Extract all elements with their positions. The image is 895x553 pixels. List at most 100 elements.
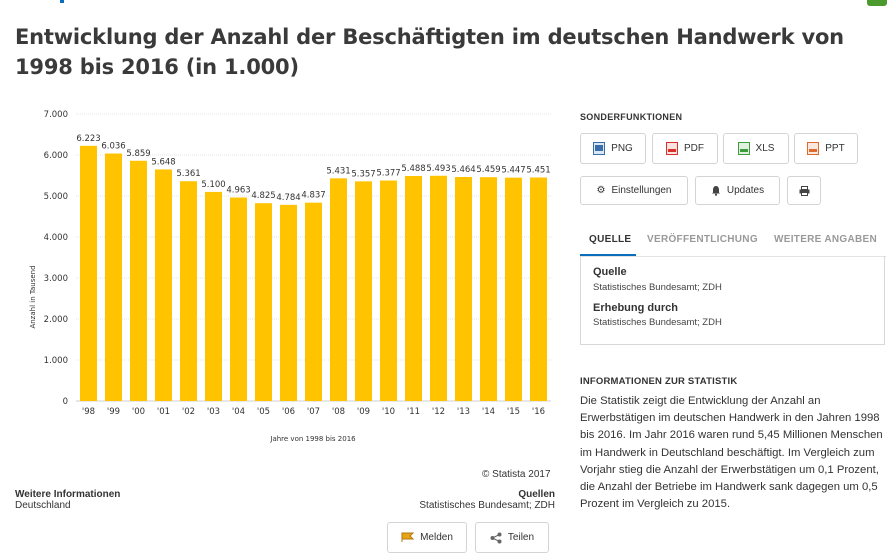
tab-more-details[interactable]: WEITERE ANGABEN bbox=[774, 234, 878, 245]
x-axis-ticks: '98 '99 '00 '01 '02 '03 '04 '05 '06 '07 '08 '09 '10 '… bbox=[82, 407, 545, 417]
x-tick-label: '98 bbox=[82, 407, 95, 417]
x-tick-label: '05 bbox=[257, 407, 270, 417]
y-tick-label: 5.000 bbox=[44, 192, 68, 202]
value-labels: 6.2236.0365.8595.6485.3615.1004.9634.825… bbox=[76, 134, 550, 203]
y-axis-label: Anzahl in Tausend bbox=[29, 265, 37, 328]
value-label: 5.377 bbox=[376, 169, 400, 179]
export-xls-label: XLS bbox=[755, 143, 775, 154]
x-tick-label: '10 bbox=[382, 407, 395, 417]
share-button[interactable]: Teilen bbox=[475, 522, 549, 553]
x-tick-label: '99 bbox=[107, 407, 120, 417]
y-tick-label: 4.000 bbox=[44, 233, 68, 243]
sources-value: Statistisches Bundesamt; ZDH bbox=[419, 500, 555, 511]
value-label: 4.963 bbox=[226, 186, 250, 196]
updates-button[interactable]: Updates bbox=[695, 176, 780, 205]
x-tick-label: '01 bbox=[157, 407, 170, 417]
x-tick-label: '00 bbox=[132, 407, 145, 417]
source-value: Statistisches Bundesamt; ZDH bbox=[593, 282, 722, 293]
more-info: Weitere Informationen Deutschland bbox=[15, 489, 120, 511]
x-tick-label: '04 bbox=[232, 407, 245, 417]
x-tick-label: '06 bbox=[282, 407, 295, 417]
pdf-file-icon bbox=[666, 142, 678, 155]
value-label: 5.459 bbox=[476, 165, 500, 175]
x-tick-label: '11 bbox=[407, 407, 420, 417]
tab-divider bbox=[580, 256, 886, 257]
settings-label: Einstellungen bbox=[611, 185, 672, 196]
export-pdf-button[interactable]: PDF bbox=[652, 133, 718, 164]
bar bbox=[530, 177, 547, 401]
bar bbox=[205, 191, 222, 401]
xls-file-icon bbox=[737, 142, 750, 155]
source-panel bbox=[580, 256, 885, 345]
gear-icon: ⚙ bbox=[596, 185, 606, 196]
bar bbox=[305, 202, 322, 401]
value-label: 5.648 bbox=[151, 157, 175, 167]
tab-publication[interactable]: VERÖFFENTLICHUNG bbox=[647, 234, 758, 245]
sources-label: Quellen bbox=[518, 489, 555, 500]
bar bbox=[455, 176, 472, 401]
settings-button[interactable]: ⚙ Einstellungen bbox=[580, 176, 688, 205]
top-bar bbox=[0, 0, 895, 6]
x-tick-label: '13 bbox=[457, 407, 470, 417]
survey-label: Erhebung durch bbox=[593, 302, 678, 314]
bar bbox=[130, 160, 147, 401]
value-label: 5.447 bbox=[501, 166, 525, 176]
x-tick-label: '16 bbox=[532, 407, 545, 417]
x-axis-label: Jahre von 1998 bis 2016 bbox=[269, 435, 356, 443]
png-file-icon bbox=[593, 142, 606, 155]
value-label: 5.451 bbox=[526, 166, 550, 176]
x-tick-label: '12 bbox=[432, 407, 445, 417]
export-xls-button[interactable]: XLS bbox=[723, 133, 789, 164]
tab-source[interactable]: QUELLE bbox=[589, 234, 632, 245]
value-label: 5.431 bbox=[326, 166, 350, 176]
x-tick-label: '14 bbox=[482, 407, 495, 417]
export-ppt-button[interactable]: PPT bbox=[794, 133, 858, 164]
y-tick-label: 0 bbox=[63, 397, 68, 407]
x-tick-label: '07 bbox=[307, 407, 320, 417]
y-tick-label: 1.000 bbox=[44, 356, 68, 366]
report-button[interactable]: Melden bbox=[387, 522, 467, 553]
bar bbox=[405, 175, 422, 401]
more-info-value: Deutschland bbox=[15, 500, 71, 511]
info-title: INFORMATIONEN ZUR STATISTIK bbox=[580, 376, 738, 387]
y-tick-label: 2.000 bbox=[44, 315, 68, 325]
value-label: 5.100 bbox=[201, 180, 225, 190]
value-label: 6.223 bbox=[76, 134, 100, 144]
chart-bars bbox=[80, 145, 547, 401]
value-label: 5.493 bbox=[426, 164, 450, 174]
x-tick-label: '03 bbox=[207, 407, 220, 417]
value-label: 4.825 bbox=[251, 191, 275, 201]
print-icon bbox=[799, 185, 809, 196]
bar-chart: 0 1.000 2.000 3.000 4.000 5.000 6.000 7.000 6.2… bbox=[29, 110, 551, 443]
bar bbox=[105, 153, 122, 401]
top-bar-accent bbox=[60, 0, 64, 3]
share-icon bbox=[490, 532, 502, 543]
special-functions-title: SONDERFUNKTIONEN bbox=[580, 112, 683, 122]
export-png-button[interactable]: PNG bbox=[580, 133, 646, 164]
y-tick-label: 3.000 bbox=[44, 274, 68, 284]
value-label: 4.784 bbox=[276, 193, 300, 203]
sources: Quellen Statistisches Bundesamt; ZDH bbox=[419, 489, 555, 511]
value-label: 5.488 bbox=[401, 164, 425, 174]
bar bbox=[355, 181, 372, 401]
print-button[interactable] bbox=[787, 176, 821, 205]
copyright: © Statista 2017 bbox=[482, 469, 551, 480]
more-info-label: Weitere Informationen bbox=[15, 489, 121, 500]
bar bbox=[230, 197, 247, 401]
value-label: 5.464 bbox=[451, 165, 475, 175]
x-tick-label: '08 bbox=[332, 407, 345, 417]
x-tick-label: '09 bbox=[357, 407, 370, 417]
x-tick-label: '15 bbox=[507, 407, 520, 417]
bar bbox=[80, 145, 97, 401]
updates-label: Updates bbox=[726, 185, 765, 196]
value-label: 5.361 bbox=[176, 169, 200, 179]
x-tick-label: '02 bbox=[182, 407, 195, 417]
share-label: Teilen bbox=[507, 532, 535, 543]
bar bbox=[430, 175, 447, 401]
bell-icon bbox=[711, 186, 720, 196]
y-tick-label: 7.000 bbox=[44, 110, 68, 120]
value-label: 5.859 bbox=[126, 149, 150, 159]
page-title: Entwicklung der Anzahl der Beschäftigten… bbox=[15, 25, 844, 79]
info-text: Die Statistik zeigt die Entwicklung der … bbox=[580, 395, 883, 511]
top-bar-green-tab[interactable] bbox=[867, 0, 887, 6]
